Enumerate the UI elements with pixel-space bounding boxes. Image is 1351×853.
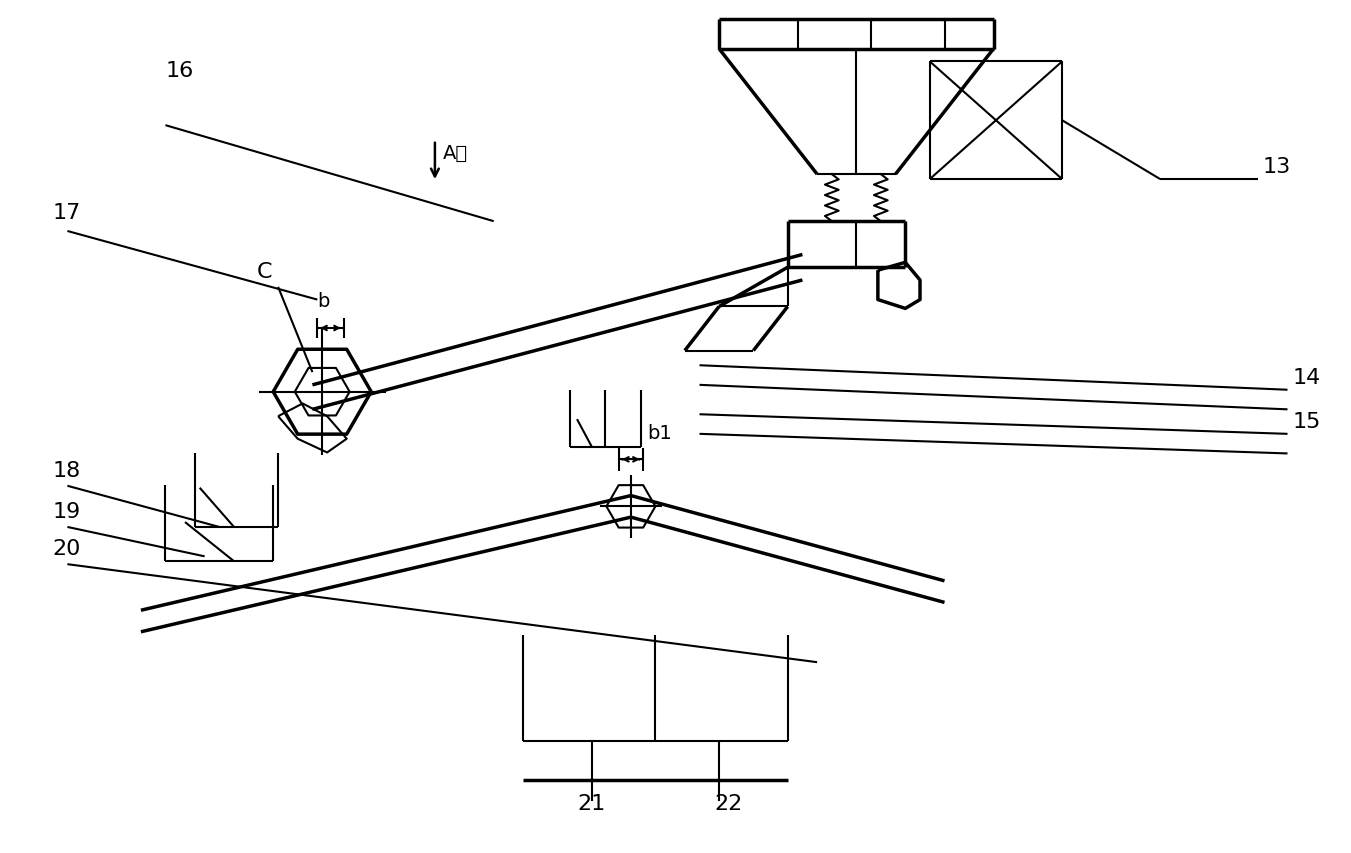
Text: b1: b1 <box>647 423 673 442</box>
Text: 16: 16 <box>165 61 193 81</box>
Text: 18: 18 <box>53 461 81 480</box>
Text: 14: 14 <box>1293 368 1321 387</box>
Text: A向: A向 <box>443 143 467 163</box>
Text: 13: 13 <box>1263 157 1292 177</box>
Text: 20: 20 <box>53 539 81 559</box>
Text: 17: 17 <box>53 203 81 223</box>
Text: 22: 22 <box>715 793 743 813</box>
Text: 19: 19 <box>53 502 81 521</box>
Text: 21: 21 <box>578 793 605 813</box>
Text: b: b <box>317 292 330 311</box>
Text: 15: 15 <box>1293 411 1321 432</box>
Text: C: C <box>257 262 272 281</box>
